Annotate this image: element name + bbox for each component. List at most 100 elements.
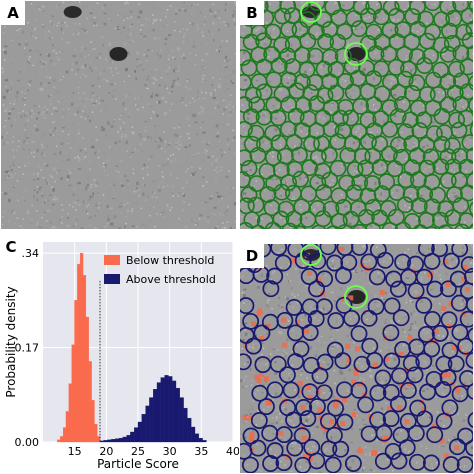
rejected-particle-marker xyxy=(433,328,439,334)
picked-particle-marker xyxy=(409,1,426,16)
picked-particle-marker xyxy=(273,183,291,201)
picked-particle-marker xyxy=(242,33,260,51)
picked-particle-marker xyxy=(240,120,253,138)
accepted-particle-marker xyxy=(442,456,460,473)
rejected-particle-marker xyxy=(303,454,309,460)
bar-below-threshold xyxy=(65,411,69,443)
bar-below-threshold xyxy=(71,344,75,443)
accepted-particle-marker xyxy=(415,268,433,286)
bar-above-threshold xyxy=(118,437,123,443)
contaminant-marker xyxy=(300,1,322,23)
picked-particle-marker xyxy=(352,224,368,229)
accepted-particle-marker xyxy=(257,398,275,416)
accepted-particle-marker xyxy=(241,456,259,473)
rejected-particle-marker xyxy=(304,328,309,334)
accepted-particle-marker xyxy=(344,455,362,472)
bar-below-threshold xyxy=(77,264,81,443)
picked-particle-marker xyxy=(244,86,262,104)
accepted-particle-marker xyxy=(407,424,425,442)
picked-particle-marker xyxy=(334,47,352,65)
picked-particle-marker xyxy=(452,197,470,214)
picked-particle-marker xyxy=(242,108,260,125)
picked-particle-marker xyxy=(382,1,400,16)
accepted-particle-marker xyxy=(417,325,435,343)
accepted-particle-marker xyxy=(334,352,352,370)
accepted-particle-marker xyxy=(435,412,453,430)
picked-particle-marker xyxy=(465,20,473,38)
legend-swatch-above xyxy=(104,274,120,284)
accepted-particle-marker xyxy=(376,251,394,269)
picked-particle-marker xyxy=(359,7,377,25)
picked-particle-marker xyxy=(332,109,349,127)
picked-particle-marker xyxy=(469,123,473,137)
accepted-particle-marker xyxy=(324,456,342,473)
accepted-particle-marker xyxy=(457,427,473,445)
legend: Below threshold Above threshold xyxy=(104,254,216,286)
accepted-particle-marker xyxy=(307,310,325,328)
picked-particle-marker xyxy=(459,58,473,76)
accepted-particle-marker xyxy=(459,310,473,328)
picked-particle-marker xyxy=(416,57,433,74)
accepted-particle-marker xyxy=(460,256,473,274)
accepted-particle-marker xyxy=(275,426,293,444)
rejected-particle-marker xyxy=(454,445,460,451)
accepted-particle-marker xyxy=(240,297,255,315)
bar-above-threshold xyxy=(179,397,184,443)
rejected-particle-marker xyxy=(383,435,389,441)
bar-above-threshold xyxy=(111,439,116,443)
rejected-particle-marker xyxy=(249,431,255,437)
picked-particle-marker xyxy=(280,20,298,38)
accepted-particle-marker xyxy=(465,352,473,369)
picked-particle-marker xyxy=(285,210,303,228)
picked-particle-marker xyxy=(303,135,320,153)
rejected-particle-marker xyxy=(462,264,468,270)
picked-particle-marker xyxy=(452,44,470,62)
picked-particle-marker xyxy=(466,45,473,62)
accepted-particle-marker xyxy=(369,411,387,429)
rejected-particle-marker xyxy=(345,343,351,349)
picked-particle-marker xyxy=(337,224,353,229)
x-tick-label: 25 xyxy=(131,445,145,458)
accepted-particle-marker xyxy=(240,353,252,371)
accepted-particle-marker xyxy=(415,296,433,314)
bar-below-threshold xyxy=(85,316,89,443)
rejected-particle-marker xyxy=(281,317,287,323)
accepted-particle-marker xyxy=(394,253,412,271)
accepted-particle-marker xyxy=(299,410,317,428)
ice-contaminant xyxy=(347,47,366,61)
rejected-particle-marker xyxy=(348,295,354,301)
accepted-particle-marker xyxy=(343,309,361,327)
picked-particle-marker xyxy=(387,208,405,226)
picked-particle-marker xyxy=(343,135,361,152)
y-tick-label: 0.00 xyxy=(15,436,40,449)
picked-particle-marker xyxy=(293,46,311,64)
accepted-particle-marker xyxy=(389,280,407,298)
accepted-particle-marker xyxy=(315,384,333,402)
accepted-particle-marker xyxy=(448,438,466,456)
micrograph-image-b xyxy=(240,1,473,229)
x-tick-label: 20 xyxy=(99,445,113,458)
rejected-particle-marker xyxy=(451,345,457,350)
picked-particle-marker xyxy=(264,221,282,229)
picked-particle-marker xyxy=(468,1,473,14)
accepted-particle-marker xyxy=(457,337,473,355)
rejected-particle-marker xyxy=(372,362,378,368)
accepted-particle-marker xyxy=(353,355,371,373)
accepted-particle-marker xyxy=(334,267,352,285)
bar-above-threshold xyxy=(149,397,154,443)
micrograph-image-a xyxy=(1,1,236,229)
bar-above-threshold xyxy=(160,377,165,443)
rejected-particle-marker xyxy=(404,419,410,425)
accepted-particle-marker xyxy=(383,297,401,315)
picked-particle-marker xyxy=(401,111,419,129)
picked-particle-marker xyxy=(460,184,473,202)
picked-particle-marker xyxy=(458,158,473,176)
picked-particle-marker xyxy=(378,173,395,191)
accepted-particle-marker xyxy=(382,324,400,342)
accepted-particle-marker xyxy=(447,355,465,373)
accepted-particle-marker xyxy=(369,384,387,402)
contaminant-marker xyxy=(344,285,368,309)
picked-particle-marker xyxy=(469,201,473,216)
picked-particle-marker xyxy=(263,46,281,63)
picked-particle-marker xyxy=(346,184,363,202)
